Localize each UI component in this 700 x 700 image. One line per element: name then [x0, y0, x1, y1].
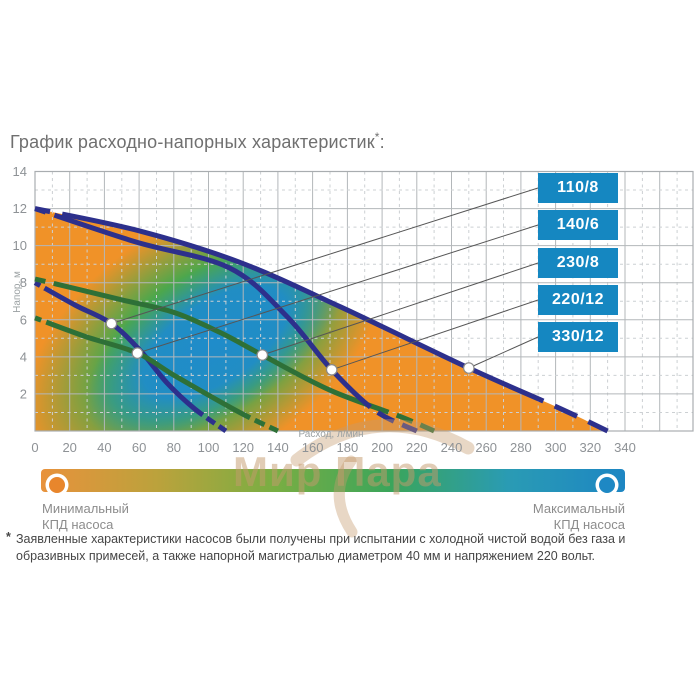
y-tick-label: 10: [13, 238, 27, 253]
marker-dot-220-12: [325, 363, 338, 376]
page-title-colon: :: [379, 132, 385, 152]
y-tick-label: 14: [13, 164, 27, 179]
marker-dot-330-12: [462, 362, 475, 374]
curve-330-12: [34, 206, 609, 434]
marker-dot-230-8: [256, 349, 269, 361]
x-tick-label: 100: [198, 440, 220, 455]
x-tick-label: 240: [441, 440, 463, 455]
x-tick-label: 0: [31, 440, 38, 455]
x-axis-title: Расход, л/мин: [298, 429, 363, 440]
max-efficiency-dot: [599, 477, 615, 493]
plot-border: [34, 170, 694, 432]
x-tick-label: 340: [614, 440, 636, 455]
x-tick-label: 60: [132, 440, 146, 455]
leader-line-330-12: [468, 336, 539, 369]
x-tick-label: 320: [579, 440, 601, 455]
marker-dot-140-6: [131, 347, 144, 359]
leader-line-230-8: [262, 262, 539, 356]
leader-line-140-6: [137, 224, 539, 354]
min-efficiency-label: Минимальный КПД насоса: [42, 501, 129, 533]
y-tick-label: 2: [20, 386, 27, 401]
max-efficiency-label: Максимальный КПД насоса: [533, 501, 625, 533]
x-tick-label: 280: [510, 440, 532, 455]
x-tick-label: 140: [267, 440, 289, 455]
leader-line-220-12: [331, 299, 539, 371]
x-tick-label: 120: [232, 440, 254, 455]
pump-model-badge-110-8: 110/8: [538, 173, 618, 203]
curve-230-8: [34, 276, 436, 434]
x-tick-label: 300: [545, 440, 567, 455]
pump-model-badge-230-8: 230/8: [538, 248, 618, 278]
y-axis-title: Напор, м: [12, 271, 23, 313]
y-tick-label: 12: [13, 201, 27, 216]
min-efficiency-dot: [49, 477, 65, 493]
max-efficiency-line1: Максимальный: [532, 501, 625, 516]
watermark-text: Мир Пара: [233, 448, 442, 495]
max-efficiency-line2: КПД насоса: [553, 517, 625, 532]
footnote-marker: *: [6, 530, 11, 544]
pump-model-badge-220-12: 220/12: [538, 285, 618, 315]
page-title-text: График расходно-напорных характеристик: [10, 132, 375, 152]
curve-220-12: [34, 206, 418, 434]
pump-model-badge-140-6: 140/6: [538, 210, 618, 240]
x-tick-label: 80: [167, 440, 181, 455]
leader-line-110-8: [111, 187, 539, 324]
footnote: * Заявленные характеристики насосов были …: [6, 530, 696, 565]
watermark-arc-left: [333, 455, 358, 538]
min-efficiency-line2: КПД насоса: [42, 517, 114, 532]
efficiency-field-blue: [84, 241, 346, 431]
y-tick-label: 4: [20, 349, 27, 364]
footnote-text: Заявленные характеристики насосов были п…: [16, 532, 626, 563]
x-tick-label: 160: [302, 440, 324, 455]
curve-140-6: [34, 315, 280, 434]
x-tick-label: 260: [475, 440, 497, 455]
marker-dot-110-8: [105, 317, 118, 330]
page-title-asterisk: *: [374, 130, 380, 144]
x-tick-label: 220: [406, 440, 428, 455]
x-tick-label: 180: [337, 440, 359, 455]
y-tick-label: 8: [20, 275, 27, 290]
x-tick-label: 20: [62, 440, 76, 455]
efficiency-gradient-bar: [41, 469, 625, 492]
x-tick-label: 40: [97, 440, 111, 455]
watermark-arc-top: [290, 419, 475, 467]
y-tick-label: 6: [20, 312, 27, 327]
min-efficiency-line1: Минимальный: [42, 501, 129, 516]
page-title: График расходно-напорных характеристик*:: [10, 130, 385, 153]
x-tick-label: 200: [371, 440, 393, 455]
pump-model-badge-330-12: 330/12: [538, 322, 618, 352]
